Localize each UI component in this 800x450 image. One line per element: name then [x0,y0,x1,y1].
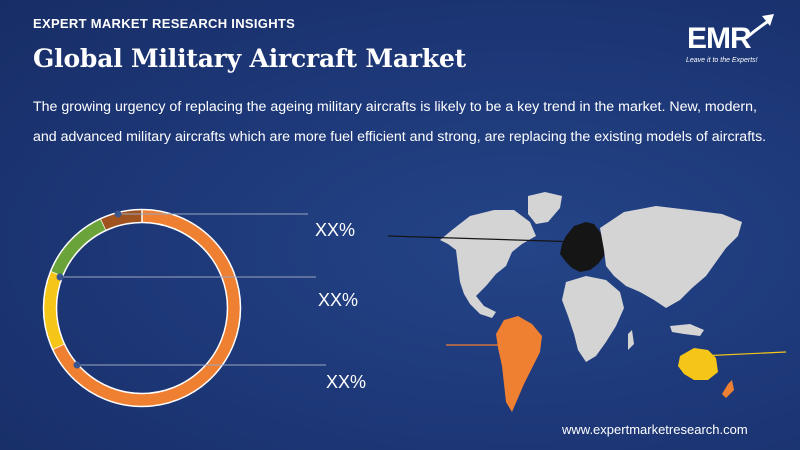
map-greenland [528,192,562,224]
map-madagascar [628,330,634,350]
logo-tagline: Leave it to the Experts! [686,57,758,64]
donut-label-2: XX% [318,290,359,310]
map-north-america [440,210,536,318]
map-australia [678,348,718,380]
logo-text: EMR [687,22,752,55]
map-leader-europe [387,235,581,243]
map-asia [600,206,742,308]
logo-arrow-icon [745,14,774,40]
map-south-america [496,316,542,412]
map-new-zealand [722,380,734,398]
map-africa [562,276,624,362]
page-title: Global Military Aircraft Market [33,44,466,73]
emr-logo[interactable]: EMR Leave it to the Experts! [676,12,786,70]
map-europe [560,222,606,272]
donut-label-1: XX% [315,220,356,240]
map-leader-australia [699,351,787,357]
description-text: The growing urgency of replacing the age… [33,99,767,145]
kicker-label: EXPERT MARKET RESEARCH INSIGHTS [33,16,296,31]
map-indonesia [670,324,704,336]
footer-url[interactable]: www.expertmarketresearch.com [562,422,748,437]
donut-label-3: XX% [326,372,367,392]
